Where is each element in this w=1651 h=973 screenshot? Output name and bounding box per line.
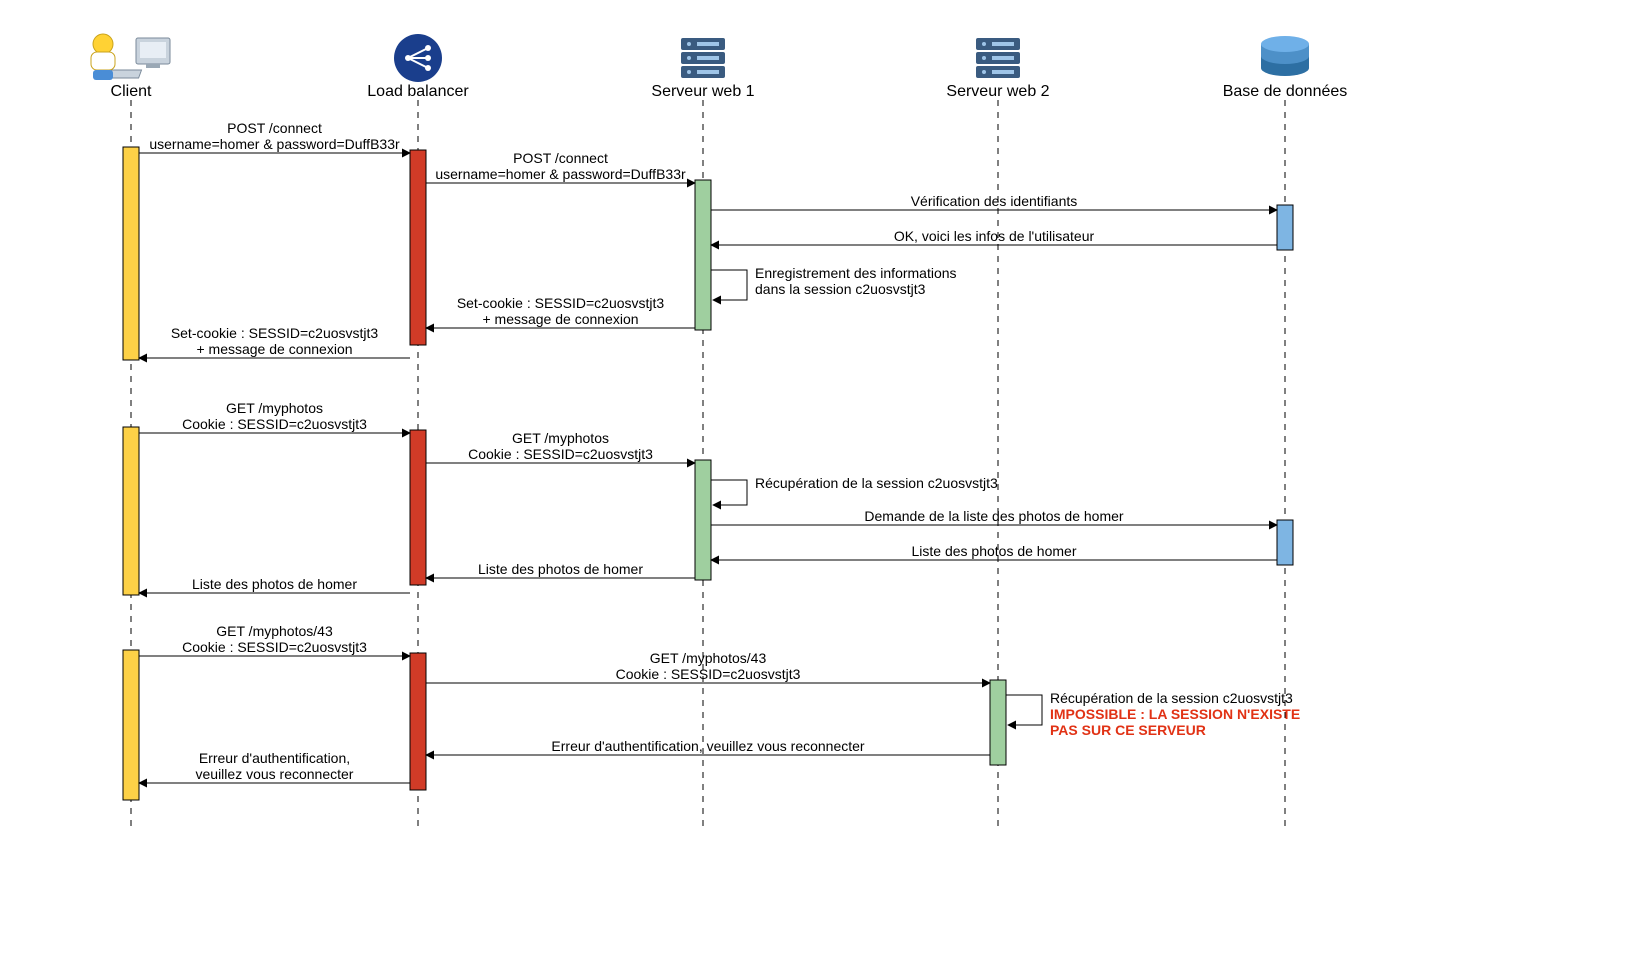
activation-lb xyxy=(410,430,426,585)
activation-db xyxy=(1277,205,1293,250)
self-message-arrow xyxy=(1006,695,1042,725)
activation-client xyxy=(123,427,139,595)
activation-srv1 xyxy=(695,460,711,580)
activation-client xyxy=(123,147,139,360)
message-label-14: GET /myphotos/43 xyxy=(216,623,333,639)
database-icon xyxy=(1261,36,1309,76)
message-label-10: Demande de la liste des photos de homer xyxy=(864,508,1123,524)
activation-lb xyxy=(410,150,426,345)
message-label-0: username=homer & password=DuffB33r xyxy=(149,136,400,152)
message-label-14: Cookie : SESSID=c2uosvstjt3 xyxy=(182,639,367,655)
message-label-0: POST /connect xyxy=(227,120,322,136)
server-icon xyxy=(681,38,725,78)
load-balancer-icon xyxy=(394,34,442,82)
message-label-11: Liste des photos de homer xyxy=(912,543,1077,559)
sequence-diagram: Client Load balancer Serveur web 1 Serveur … xyxy=(0,0,1651,973)
lane-label-db: Base de données xyxy=(1223,83,1348,100)
message-label-8: Cookie : SESSID=c2uosvstjt3 xyxy=(468,446,653,462)
message-label-18: Erreur d'authentification, xyxy=(199,750,350,766)
message-label-13: Liste des photos de homer xyxy=(192,576,357,592)
self-message-label: Récupération de la session c2uosvstjt3 xyxy=(755,475,998,491)
message-label-12: Liste des photos de homer xyxy=(478,561,643,577)
message-label-1: POST /connect xyxy=(513,150,608,166)
activation-lb xyxy=(410,653,426,790)
message-label-3: OK, voici les infos de l'utilisateur xyxy=(894,228,1095,244)
message-label-15: GET /myphotos/43 xyxy=(650,650,767,666)
lane-label-lb: Load balancer xyxy=(367,83,469,100)
self-message-error-label: IMPOSSIBLE : LA SESSION N'EXISTE xyxy=(1050,706,1300,722)
message-label-5: + message de connexion xyxy=(482,311,638,327)
message-label-2: Vérification des identifiants xyxy=(911,193,1078,209)
message-label-5: Set-cookie : SESSID=c2uosvstjt3 xyxy=(457,295,665,311)
activation-client xyxy=(123,650,139,800)
lane-label-client: Client xyxy=(111,83,152,100)
self-message-label: Récupération de la session c2uosvstjt3 xyxy=(1050,690,1293,706)
self-message-arrow xyxy=(711,480,747,505)
lane-label-srv2: Serveur web 2 xyxy=(946,83,1049,100)
message-label-6: + message de connexion xyxy=(196,341,352,357)
self-message-arrow xyxy=(711,270,747,300)
lane-label-srv1: Serveur web 1 xyxy=(651,83,754,100)
message-label-1: username=homer & password=DuffB33r xyxy=(435,166,686,182)
self-message-error-label: PAS SUR CE SERVEUR xyxy=(1050,722,1206,738)
message-label-7: Cookie : SESSID=c2uosvstjt3 xyxy=(182,416,367,432)
message-label-18: veuillez vous reconnecter xyxy=(196,766,354,782)
message-label-8: GET /myphotos xyxy=(512,430,609,446)
message-label-17: Erreur d'authentification, veuillez vous… xyxy=(551,738,865,754)
activation-srv1 xyxy=(695,180,711,330)
message-label-15: Cookie : SESSID=c2uosvstjt3 xyxy=(616,666,801,682)
message-label-6: Set-cookie : SESSID=c2uosvstjt3 xyxy=(171,325,379,341)
server-icon xyxy=(976,38,1020,78)
activation-srv2 xyxy=(990,680,1006,765)
self-message-label: Enregistrement des informations xyxy=(755,265,957,281)
client-icon xyxy=(91,34,170,80)
self-message-label: dans la session c2uosvstjt3 xyxy=(755,281,926,297)
activation-db xyxy=(1277,520,1293,565)
message-label-7: GET /myphotos xyxy=(226,400,323,416)
